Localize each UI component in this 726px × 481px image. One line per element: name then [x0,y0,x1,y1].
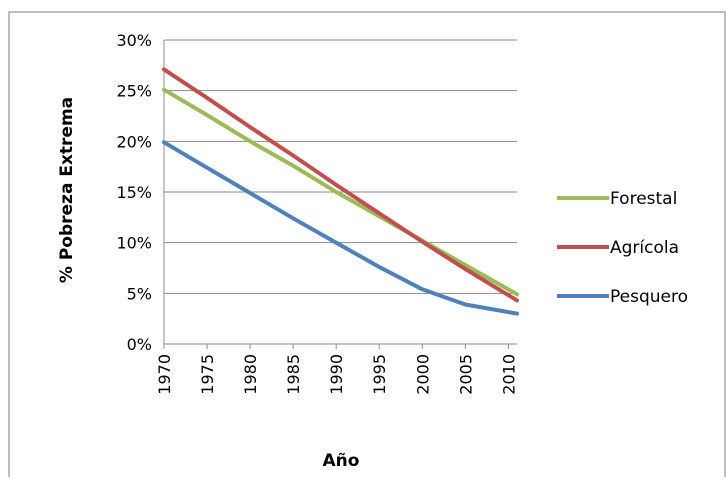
x-tick-label: 1980 [241,354,260,395]
legend: Forestal Agrícola Pesquero [557,189,688,307]
series-line-agrícola [162,67,519,303]
x-tick-label: 1985 [284,354,303,395]
y-tick-label: 5% [127,284,152,303]
legend-label-forestal: Forestal [610,189,677,209]
x-tick-label: 1975 [198,354,217,395]
y-tick-label: 15% [116,183,152,202]
series-line-forestal [162,87,519,297]
y-tick-label: 0% [127,335,152,354]
series-line-pesquero [162,140,519,316]
y-tick-label: 20% [116,132,152,151]
x-tick-label: 1970 [155,354,174,395]
x-axis-title: Año [323,451,360,471]
y-tick-label: 30% [116,31,152,50]
legend-label-pesquero: Pesquero [610,287,688,307]
y-tick-label: 10% [116,234,152,253]
tick-labels: 0% 5% 10% 15% 20% 25% 30% 1970 1975 1980 1985 1990 1… [116,31,518,395]
x-tick-label: 2000 [413,354,432,395]
series-lines [162,67,519,316]
x-tick-label: 1990 [327,354,346,395]
x-tick-label: 2010 [499,354,518,395]
x-tick-label: 2005 [456,354,475,395]
x-tick-label: 1995 [370,354,389,395]
y-axis-title: % Pobreza Extrema [57,97,77,283]
y-tick-label: 25% [116,82,152,101]
legend-label-agrícola: Agrícola [610,238,679,258]
